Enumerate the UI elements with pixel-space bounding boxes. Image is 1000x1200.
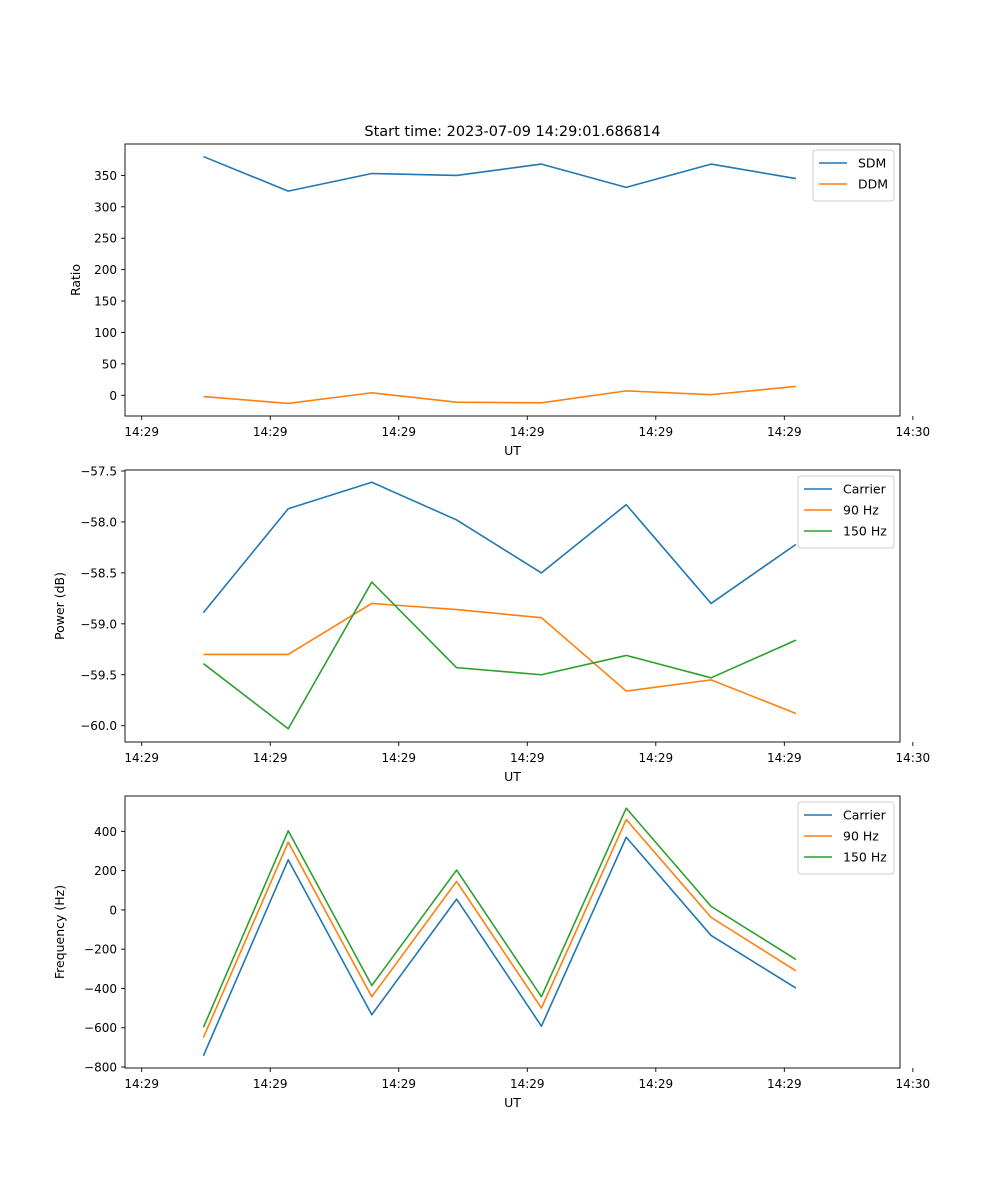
x-tick-label: 14:29 (510, 751, 545, 765)
legend-box (797, 801, 895, 875)
legend-label-90-hz: 90 Hz (843, 503, 879, 518)
y-tick-label: 350 (94, 169, 117, 183)
y-tick-label: 0 (109, 389, 117, 403)
subplot-3: 14:29 14:29 14:29 14:29 14:29 14:29 14:30 −800 −… (52, 795, 931, 1110)
y-tick-label: −60.0 (80, 719, 117, 733)
x-tick-label: 14:29 (253, 1077, 288, 1091)
legend-label-90-hz: 90 Hz (843, 829, 879, 844)
x-tick-label: 14:30 (896, 425, 931, 439)
x-tick-label: 14:29 (639, 425, 674, 439)
x-tick-label: 14:29 (510, 425, 545, 439)
y-tick-label: 300 (94, 200, 117, 214)
y-tick-label: 200 (94, 263, 117, 277)
y-tick-label: 50 (102, 357, 117, 371)
series-line-ddm (203, 385, 796, 405)
x-tick-label: 14:29 (639, 1077, 674, 1091)
y-tick-label: 400 (94, 825, 117, 839)
legend: Carrier 90 Hz 150 Hz (797, 801, 895, 875)
x-tick-label: 14:29 (124, 425, 159, 439)
series-line-150-hz (202, 581, 797, 730)
series-line-carrier (202, 481, 797, 614)
subplot-2: 14:29 14:29 14:29 14:29 14:29 14:29 14:30 −57.5… (52, 465, 930, 784)
axes-frame (124, 143, 901, 417)
y-axis-label: Frequency (Hz) (52, 885, 67, 979)
y-tick-label: −57.5 (80, 465, 117, 479)
legend-label-150-hz: 150 Hz (843, 850, 887, 865)
series-line-sdm (203, 155, 797, 192)
y-tick-label: −58.5 (80, 566, 117, 580)
legend-label-carrier: Carrier (843, 482, 887, 497)
series-line-150-hz (202, 807, 797, 1028)
legend-label-carrier: Carrier (843, 808, 887, 823)
y-axis-label: Power (dB) (52, 572, 67, 640)
legend: Carrier 90 Hz 150 Hz (797, 475, 895, 549)
series-line-90-hz (202, 818, 797, 1038)
chart-title: Start time: 2023-07-09 14:29:01.686814 (364, 124, 660, 140)
x-tick-label: 14:29 (510, 1077, 545, 1091)
x-tick-label: 14:29 (124, 1077, 159, 1091)
y-tick-label: 150 (94, 295, 117, 309)
x-tick-label: 14:29 (381, 425, 416, 439)
legend: SDM DDM (812, 149, 895, 202)
x-axis-label: UT (504, 769, 521, 784)
y-tick-label: −59.0 (80, 617, 117, 631)
axes-frame (124, 469, 901, 743)
x-tick-label: 14:29 (253, 425, 288, 439)
plots-container: 14:29 14:29 14:29 14:29 14:29 14:29 14:30 0 50 10… (52, 143, 931, 1110)
x-axis-label: UT (504, 443, 521, 458)
y-axis-label: Ratio (68, 264, 83, 296)
x-tick-label: 14:29 (639, 751, 674, 765)
y-tick-label: 250 (94, 232, 117, 246)
legend-label-ddm: DDM (858, 177, 888, 192)
x-tick-label: 14:29 (381, 1077, 416, 1091)
y-tick-label: −59.5 (80, 668, 117, 682)
x-tick-label: 14:30 (896, 751, 931, 765)
series-line-carrier (202, 836, 797, 1057)
y-tick-label: −600 (84, 1021, 117, 1035)
y-tick-label: −58.0 (80, 515, 117, 529)
x-tick-label: 14:29 (767, 1077, 802, 1091)
axes-frame (124, 795, 901, 1069)
subplot-1: 14:29 14:29 14:29 14:29 14:29 14:29 14:30 0 50 10… (68, 143, 931, 458)
legend-label-sdm: SDM (858, 156, 886, 171)
x-tick-label: 14:30 (896, 1077, 931, 1091)
legend-label-150-hz: 150 Hz (843, 524, 887, 539)
x-tick-label: 14:29 (767, 425, 802, 439)
y-tick-label: 100 (94, 326, 117, 340)
y-tick-label: 0 (109, 903, 117, 917)
x-tick-label: 14:29 (767, 751, 802, 765)
legend-box (797, 475, 895, 549)
y-tick-label: 200 (94, 864, 117, 878)
y-tick-label: −800 (84, 1061, 117, 1075)
y-tick-label: −400 (84, 982, 117, 996)
y-tick-label: −200 (84, 943, 117, 957)
x-tick-label: 14:29 (253, 751, 288, 765)
x-axis-label: UT (504, 1095, 521, 1110)
x-tick-label: 14:29 (381, 751, 416, 765)
x-tick-label: 14:29 (124, 751, 159, 765)
series-line-90-hz (203, 602, 797, 715)
